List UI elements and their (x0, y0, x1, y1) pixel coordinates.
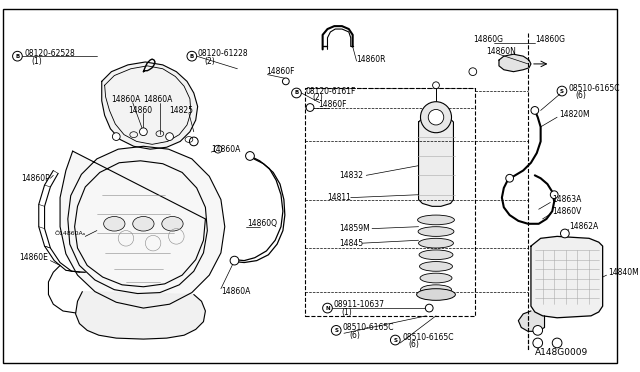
Ellipse shape (104, 217, 125, 231)
Polygon shape (76, 292, 205, 339)
Circle shape (282, 78, 289, 85)
Text: 14840M: 14840M (609, 268, 639, 277)
Text: 08510-6165C: 08510-6165C (569, 84, 620, 93)
Text: (2): (2) (312, 93, 323, 102)
Circle shape (428, 109, 444, 125)
Circle shape (469, 68, 477, 76)
Text: 14820M: 14820M (559, 110, 589, 119)
Text: N: N (325, 305, 330, 311)
Text: (6): (6) (575, 92, 586, 100)
Polygon shape (531, 236, 603, 318)
Text: 08120-62528: 08120-62528 (24, 49, 75, 58)
Ellipse shape (420, 285, 451, 295)
Text: 08510-6165C: 08510-6165C (343, 323, 394, 332)
Ellipse shape (417, 289, 456, 300)
Circle shape (552, 338, 562, 348)
Text: 14832: 14832 (339, 171, 363, 180)
Text: 14860Q: 14860Q (247, 219, 277, 228)
Circle shape (506, 174, 513, 182)
Text: 14860A: 14860A (111, 95, 141, 104)
Text: (1): (1) (31, 58, 42, 67)
Ellipse shape (420, 262, 452, 271)
Circle shape (246, 152, 254, 160)
Text: (2): (2) (204, 58, 215, 67)
Circle shape (214, 145, 222, 153)
Circle shape (189, 137, 198, 146)
Polygon shape (60, 146, 225, 308)
Text: 14811: 14811 (328, 193, 351, 202)
Text: Ō14860Aₐ: Ō14860Aₐ (54, 231, 86, 236)
Circle shape (426, 304, 433, 312)
Text: (6): (6) (409, 340, 420, 349)
Text: 14860A: 14860A (143, 95, 173, 104)
Circle shape (140, 128, 147, 136)
Text: S: S (394, 337, 397, 343)
Ellipse shape (419, 238, 454, 248)
Ellipse shape (420, 273, 452, 283)
Text: 14845: 14845 (339, 239, 364, 248)
Circle shape (306, 104, 314, 111)
Text: 08120-6161F: 08120-6161F (305, 87, 356, 96)
Text: 14860P: 14860P (21, 174, 50, 183)
Polygon shape (102, 62, 198, 149)
Text: 14860: 14860 (128, 106, 152, 115)
Text: 08120-61228: 08120-61228 (198, 49, 248, 58)
Text: S: S (334, 328, 338, 333)
Text: 14860F: 14860F (266, 67, 295, 76)
Text: 08510-6165C: 08510-6165C (402, 333, 454, 341)
Text: 14825: 14825 (170, 106, 193, 115)
Circle shape (533, 338, 543, 348)
Text: (1): (1) (341, 308, 352, 317)
Text: 14860R: 14860R (356, 55, 386, 64)
Text: A148G0009: A148G0009 (535, 348, 588, 357)
Circle shape (166, 133, 173, 141)
Text: B: B (294, 90, 299, 96)
Text: 14860F: 14860F (318, 100, 346, 109)
Ellipse shape (132, 217, 154, 231)
Text: 14862A: 14862A (569, 222, 598, 231)
Circle shape (230, 256, 239, 265)
Ellipse shape (417, 215, 454, 225)
Text: 14860E: 14860E (19, 253, 48, 262)
Text: B: B (15, 54, 20, 59)
Ellipse shape (162, 217, 183, 231)
Polygon shape (499, 54, 531, 72)
Text: 08911-10637: 08911-10637 (333, 300, 384, 309)
Circle shape (561, 229, 569, 238)
Circle shape (420, 102, 451, 133)
Circle shape (550, 191, 558, 199)
Circle shape (190, 138, 198, 145)
Text: (6): (6) (350, 331, 361, 340)
Circle shape (531, 106, 539, 114)
Text: 14863A: 14863A (552, 195, 582, 204)
Circle shape (433, 82, 440, 89)
Circle shape (533, 326, 543, 335)
Circle shape (246, 152, 254, 160)
Text: 14860G: 14860G (535, 35, 565, 44)
Text: B: B (189, 54, 194, 59)
Text: S: S (560, 89, 564, 93)
Text: 14859M: 14859M (339, 224, 370, 233)
Text: 14860N: 14860N (486, 47, 516, 56)
Polygon shape (518, 311, 545, 331)
Text: 14860A: 14860A (211, 145, 241, 154)
Text: 14860V: 14860V (552, 207, 582, 216)
Text: 14860A: 14860A (221, 287, 250, 296)
Bar (305, 88, 475, 316)
Ellipse shape (419, 250, 453, 260)
Circle shape (113, 133, 120, 141)
Ellipse shape (418, 227, 454, 236)
Text: 14860G: 14860G (473, 35, 503, 44)
Polygon shape (419, 116, 454, 206)
